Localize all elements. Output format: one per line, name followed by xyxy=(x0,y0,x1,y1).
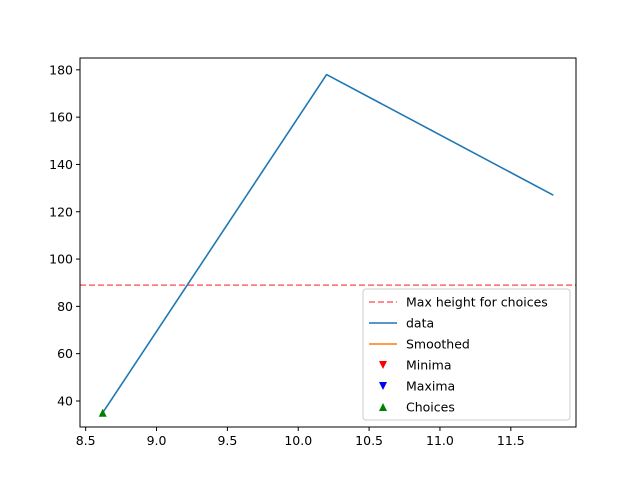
x-tick-label: 8.5 xyxy=(76,433,96,448)
legend-swatch-4 xyxy=(379,382,387,390)
y-tick-label: 180 xyxy=(49,62,73,77)
legend-label: Max height for choices xyxy=(406,295,548,310)
x-tick-label: 9.0 xyxy=(147,433,167,448)
plot-layer xyxy=(80,73,576,417)
series-choices-marker xyxy=(98,408,107,417)
x-tick-label: 9.5 xyxy=(217,433,237,448)
legend: Max height for choices data Smoothed Minima… xyxy=(362,288,571,421)
y-tick-label: 120 xyxy=(49,204,73,219)
x-tick-label: 10.0 xyxy=(284,433,312,448)
y-tick-label: 140 xyxy=(49,157,73,172)
legend-label: Minima xyxy=(406,358,452,373)
legend-label: Smoothed xyxy=(406,337,470,352)
y-axis: 40 60 80 100 120 140 160 180 xyxy=(49,62,80,408)
series-data-line xyxy=(102,73,554,414)
legend-swatch-3 xyxy=(379,361,387,369)
legend-label: Choices xyxy=(406,400,455,415)
y-tick-label: 60 xyxy=(57,346,73,361)
axes-frame xyxy=(79,57,577,428)
x-tick-label: 11.0 xyxy=(426,433,454,448)
y-tick-label: 160 xyxy=(49,110,73,125)
legend-box xyxy=(362,288,571,421)
x-tick-label: 10.5 xyxy=(355,433,383,448)
legend-label: Maxima xyxy=(406,379,455,394)
y-tick-label: 80 xyxy=(57,299,73,314)
x-axis: 8.5 9.0 9.5 10.0 10.5 11.0 11.5 xyxy=(76,427,525,448)
y-tick-label: 40 xyxy=(57,393,73,408)
x-tick-label: 11.5 xyxy=(497,433,525,448)
legend-label: data xyxy=(406,316,434,331)
legend-swatch-5 xyxy=(379,403,387,411)
y-tick-label: 100 xyxy=(49,252,73,267)
